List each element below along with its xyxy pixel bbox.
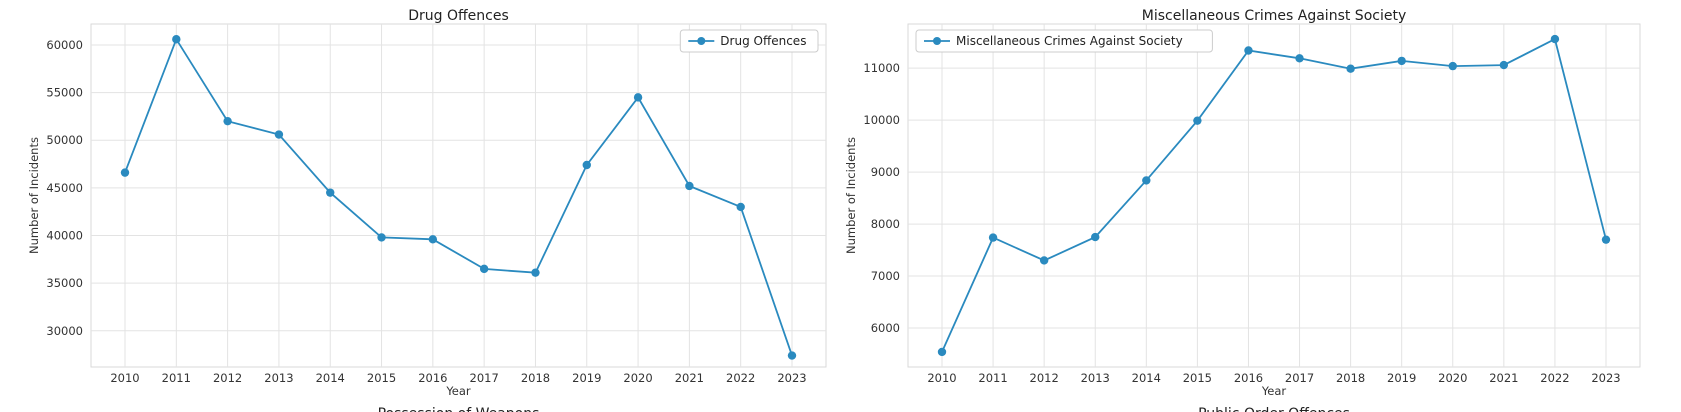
y-tick-label: 50000 (46, 133, 83, 147)
x-tick-label: 2011 (162, 371, 191, 385)
y-tick-label: 11000 (863, 61, 900, 75)
data-point (274, 130, 284, 139)
x-tick-label: 2017 (470, 371, 499, 385)
data-point (1142, 176, 1151, 185)
legend-label: Miscellaneous Crimes Against Society (956, 34, 1183, 48)
data-point (685, 181, 694, 191)
x-tick-label: 2021 (1489, 371, 1518, 385)
data-point (1295, 54, 1304, 63)
plot-area (90, 23, 827, 368)
x-tick-label: 2018 (1336, 371, 1365, 385)
x-tick-label: 2019 (1387, 371, 1416, 385)
y-tick-label: 45000 (46, 181, 83, 195)
y-tick-label: 10000 (863, 113, 900, 127)
x-tick-label: 2016 (418, 371, 447, 385)
x-tick-label: 2014 (1132, 371, 1161, 385)
x-tick-label: 2018 (521, 371, 550, 385)
x-tick-label: 2023 (1591, 371, 1620, 385)
data-point (787, 351, 797, 360)
y-tick-label: 9000 (871, 165, 900, 179)
x-tick-label: 2021 (675, 371, 704, 385)
legend-box (679, 29, 819, 53)
data-point (1601, 235, 1611, 244)
data-point (1448, 61, 1457, 71)
chart-title: Drug Offences (408, 8, 509, 24)
y-tick-label: 60000 (46, 38, 83, 52)
data-point (736, 202, 745, 212)
data-point (633, 93, 643, 102)
data-point (1499, 60, 1509, 70)
x-tick-label: 2022 (1540, 371, 1569, 385)
x-axis-label: Year (1261, 384, 1287, 398)
y-tick-label: 35000 (46, 276, 83, 290)
chart-panel-1: 2010 2011 2012 2013 2014 2015 2016 2017 2018 2019… (27, 8, 827, 398)
x-tick-label: 2012 (1030, 371, 1059, 385)
data-point (428, 235, 438, 244)
x-tick-label: 2010 (927, 371, 956, 385)
legend-marker (933, 37, 941, 45)
series-line (124, 37, 793, 356)
data-point (531, 268, 540, 277)
chart-panel-2: 2010 2011 2012 2013 2014 2015 2016 2017 2018 2019… (844, 8, 1641, 398)
data-point (1193, 116, 1202, 125)
data-point (120, 168, 130, 177)
x-tick-label: 2015 (1183, 371, 1212, 385)
data-point (582, 160, 591, 170)
next-chart-title: Possession of Weapons (378, 406, 540, 412)
legend: Drug Offences (679, 29, 819, 53)
x-tick-label: 2015 (367, 371, 396, 385)
data-point (326, 188, 335, 197)
x-tick-label: 2012 (213, 371, 242, 385)
x-tick-label: 2020 (1438, 371, 1467, 385)
y-tick-label: 40000 (46, 229, 83, 243)
x-tick-label: 2011 (978, 371, 1007, 385)
y-tick-label: 55000 (46, 86, 83, 100)
data-point (988, 233, 998, 242)
y-tick-label: 8000 (871, 217, 900, 231)
y-tick-label: 30000 (46, 324, 83, 338)
y-axis-label: Number of Incidents (27, 137, 41, 254)
data-point (1550, 34, 1560, 44)
data-point (1397, 56, 1406, 66)
data-point (223, 116, 232, 126)
data-point (172, 35, 181, 44)
x-tick-label: 2013 (264, 371, 293, 385)
x-tick-label: 2010 (110, 371, 139, 385)
x-tick-label: 2022 (726, 371, 755, 385)
y-axis-label: Number of Incidents (844, 137, 858, 254)
legend: Miscellaneous Crimes Against Society (915, 29, 1213, 53)
series-line (941, 37, 1607, 353)
y-tick-label: 6000 (871, 321, 900, 335)
plot-area (907, 23, 1641, 368)
x-tick-label: 2020 (623, 371, 652, 385)
data-point (1346, 64, 1355, 73)
x-tick-label: 2013 (1081, 371, 1110, 385)
next-chart-title: Public Order Offences (1198, 406, 1350, 412)
data-point (377, 233, 386, 242)
x-tick-label: 2014 (316, 371, 345, 385)
x-tick-label: 2016 (1234, 371, 1263, 385)
x-tick-label: 2023 (777, 371, 806, 385)
x-tick-label: 2017 (1285, 371, 1314, 385)
legend-label: Drug Offences (720, 34, 806, 48)
x-tick-label: 2019 (572, 371, 601, 385)
data-point (1039, 256, 1049, 265)
data-point (1091, 232, 1100, 242)
data-point (1244, 46, 1253, 55)
data-point (479, 264, 489, 274)
data-point (937, 347, 947, 357)
y-tick-label: 7000 (871, 269, 900, 283)
chart-title: Miscellaneous Crimes Against Society (1142, 8, 1406, 24)
legend-marker (697, 37, 706, 45)
legend-box (915, 29, 1213, 53)
x-axis-label: Year (445, 384, 471, 398)
